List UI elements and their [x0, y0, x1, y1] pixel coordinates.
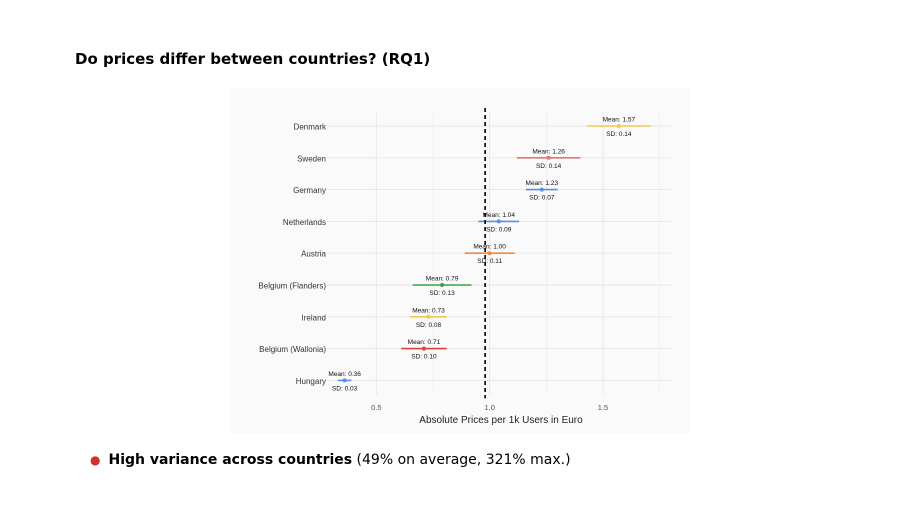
sd-label: SD: 0.13	[429, 290, 455, 297]
sd-label: SD: 0.11	[477, 258, 502, 265]
y-tick-label: Belgium (Flanders)	[258, 282, 326, 291]
mean-point	[426, 314, 431, 319]
sd-label: SD: 0.09	[486, 226, 512, 233]
mean-label: Mean: 0.79	[426, 276, 459, 283]
bullet-rest-text: (49% on average, 321% max.)	[352, 452, 571, 468]
price-chart-svg: Denmark Mean: 1.57 SD: 0.14 Sweden Mean: 1.2…	[258, 108, 671, 426]
x-tick-label: 1.5	[598, 403, 608, 412]
bullet-dot-icon: ●	[90, 453, 101, 467]
x-tick-label: 0.5	[371, 403, 381, 412]
y-tick-label: Austria	[301, 250, 326, 259]
mean-point	[487, 251, 492, 256]
y-tick-label: Denmark	[294, 123, 327, 132]
sd-label: SD: 0.08	[416, 322, 442, 329]
sd-label: SD: 0.03	[332, 385, 358, 392]
y-tick-label: Hungary	[296, 377, 326, 386]
sd-label: SD: 0.14	[606, 131, 632, 138]
y-tick-label: Germany	[293, 186, 326, 195]
mean-point	[342, 378, 347, 383]
mean-point	[440, 283, 445, 287]
sd-label: SD: 0.14	[536, 163, 562, 170]
mean-label: Mean: 1.23	[526, 180, 559, 187]
y-tick-label: Netherlands	[283, 218, 326, 227]
mean-point	[546, 155, 551, 160]
mean-label: Mean: 0.71	[408, 339, 441, 346]
slide-title: Do prices differ between countries? (RQ1…	[75, 50, 431, 68]
mean-point	[539, 187, 544, 192]
mean-point	[496, 219, 501, 224]
bullet-item: ● High variance across countries (49% on …	[90, 452, 571, 468]
mean-label: Mean: 1.26	[532, 148, 565, 155]
mean-label: Mean: 1.57	[603, 117, 636, 124]
x-axis-title: Absolute Prices per 1k Users in Euro	[419, 415, 583, 426]
mean-label: Mean: 1.00	[473, 244, 506, 251]
mean-point	[616, 124, 621, 128]
x-tick-label: 1.0	[484, 403, 494, 412]
bullet-strong-text: High variance across countries	[108, 452, 353, 468]
mean-label: Mean: 0.73	[412, 307, 445, 314]
mean-label: Mean: 0.36	[328, 371, 361, 378]
mean-point	[421, 346, 426, 351]
grid-layer	[327, 112, 671, 395]
mean-label: Mean: 1.04	[482, 212, 515, 219]
marks-layer: Denmark Mean: 1.57 SD: 0.14 Sweden Mean: 1.2…	[258, 108, 651, 412]
y-tick-label: Belgium (Wallonia)	[259, 345, 326, 354]
y-tick-label: Ireland	[302, 313, 326, 322]
sd-label: SD: 0.07	[529, 195, 555, 202]
sd-label: SD: 0.10	[411, 354, 437, 361]
y-tick-label: Sweden	[297, 154, 326, 163]
price-chart: Denmark Mean: 1.57 SD: 0.14 Sweden Mean: 1.2…	[231, 88, 691, 433]
